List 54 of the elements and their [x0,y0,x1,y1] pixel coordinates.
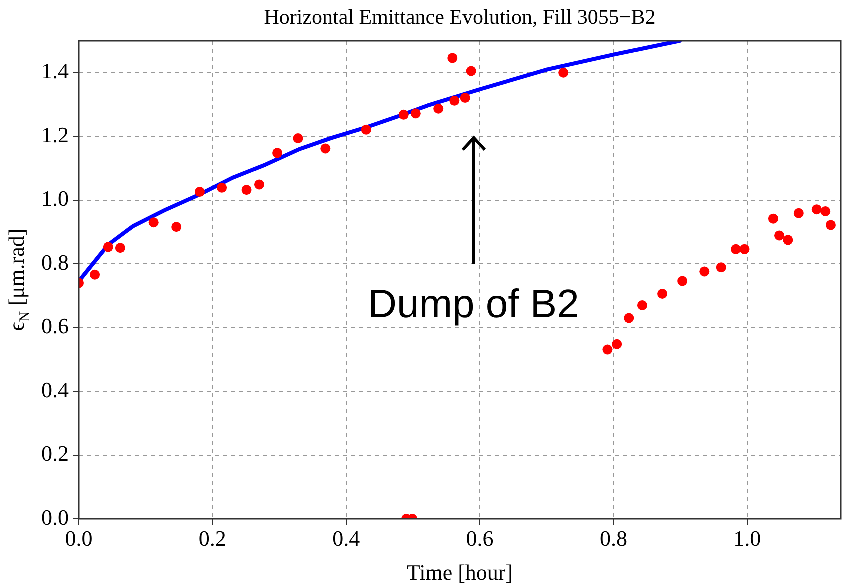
y-tick-label: 1.0 [42,186,69,212]
point [148,218,159,228]
x-axis-title: Time [hour] [406,560,514,585]
point [450,96,460,106]
point [115,243,126,254]
point [293,134,304,144]
point [558,68,569,78]
point [637,300,648,310]
y-tick-label: 0.2 [42,441,69,466]
point [254,180,264,190]
point [812,204,822,215]
x-tick-label: 1.0 [734,526,762,551]
point [410,108,421,119]
point [448,53,458,64]
point [678,276,688,286]
point [242,185,252,196]
point [466,66,476,76]
point [398,110,409,120]
annotation: Dump of B2 [368,282,580,327]
x-tick-label: 0.8 [600,526,628,551]
point [602,344,613,355]
point [794,208,804,218]
point [820,206,831,216]
y-tick-label: 1.4 [42,58,69,84]
point [272,148,283,158]
point [700,266,710,277]
point [826,220,836,230]
y-tick-label: 0.8 [42,250,69,275]
point [774,230,785,241]
y-tick-label: 0.4 [42,377,69,402]
x-tick-label: 0.4 [332,526,360,551]
point [768,214,778,224]
point [783,235,794,246]
point [658,289,668,300]
x-tick-label: 0.2 [198,526,226,551]
point [361,124,372,135]
y-tick-label: 0.6 [42,314,69,339]
point [731,244,742,254]
point [624,313,634,324]
x-tick-label: 0.6 [466,526,494,551]
point [217,182,228,193]
point [103,242,114,252]
point [612,339,622,350]
point [320,144,331,154]
y-axis-title: ϵN [μm.rad] [4,228,34,332]
y-tick-label: 1.2 [42,122,69,148]
point [460,93,470,104]
point [434,104,444,114]
point [172,222,182,232]
point [740,244,750,254]
point [716,262,726,273]
chart-title: Horizontal Emittance Evolution, Fill 3055−B2 [264,5,656,29]
point [90,270,100,280]
point [194,187,205,198]
